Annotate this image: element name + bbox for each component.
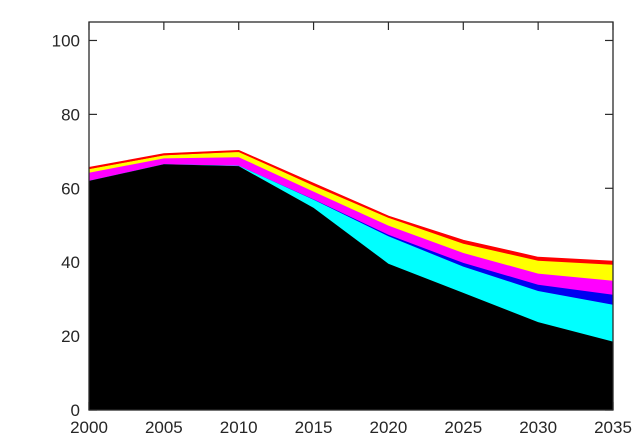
y-tick-label: 60 <box>61 179 80 198</box>
y-tick-label: 80 <box>61 105 80 124</box>
area-layer-black <box>89 164 613 410</box>
y-tick-label: 100 <box>52 31 80 50</box>
x-tick-label: 2015 <box>295 418 333 437</box>
total-line <box>88 149 614 263</box>
y-tick-label: 0 <box>71 401 80 420</box>
x-tick-label: 2005 <box>145 418 183 437</box>
x-tick-label: 2020 <box>370 418 408 437</box>
x-tick-label: 2010 <box>220 418 258 437</box>
y-tick-label: 40 <box>61 253 80 272</box>
x-tick-label: 2000 <box>70 418 108 437</box>
x-tick-label: 2030 <box>519 418 557 437</box>
x-tick-label: 2035 <box>594 418 632 437</box>
y-tick-label: 20 <box>61 327 80 346</box>
x-tick-label: 2025 <box>444 418 482 437</box>
plot-frame <box>88 21 614 411</box>
